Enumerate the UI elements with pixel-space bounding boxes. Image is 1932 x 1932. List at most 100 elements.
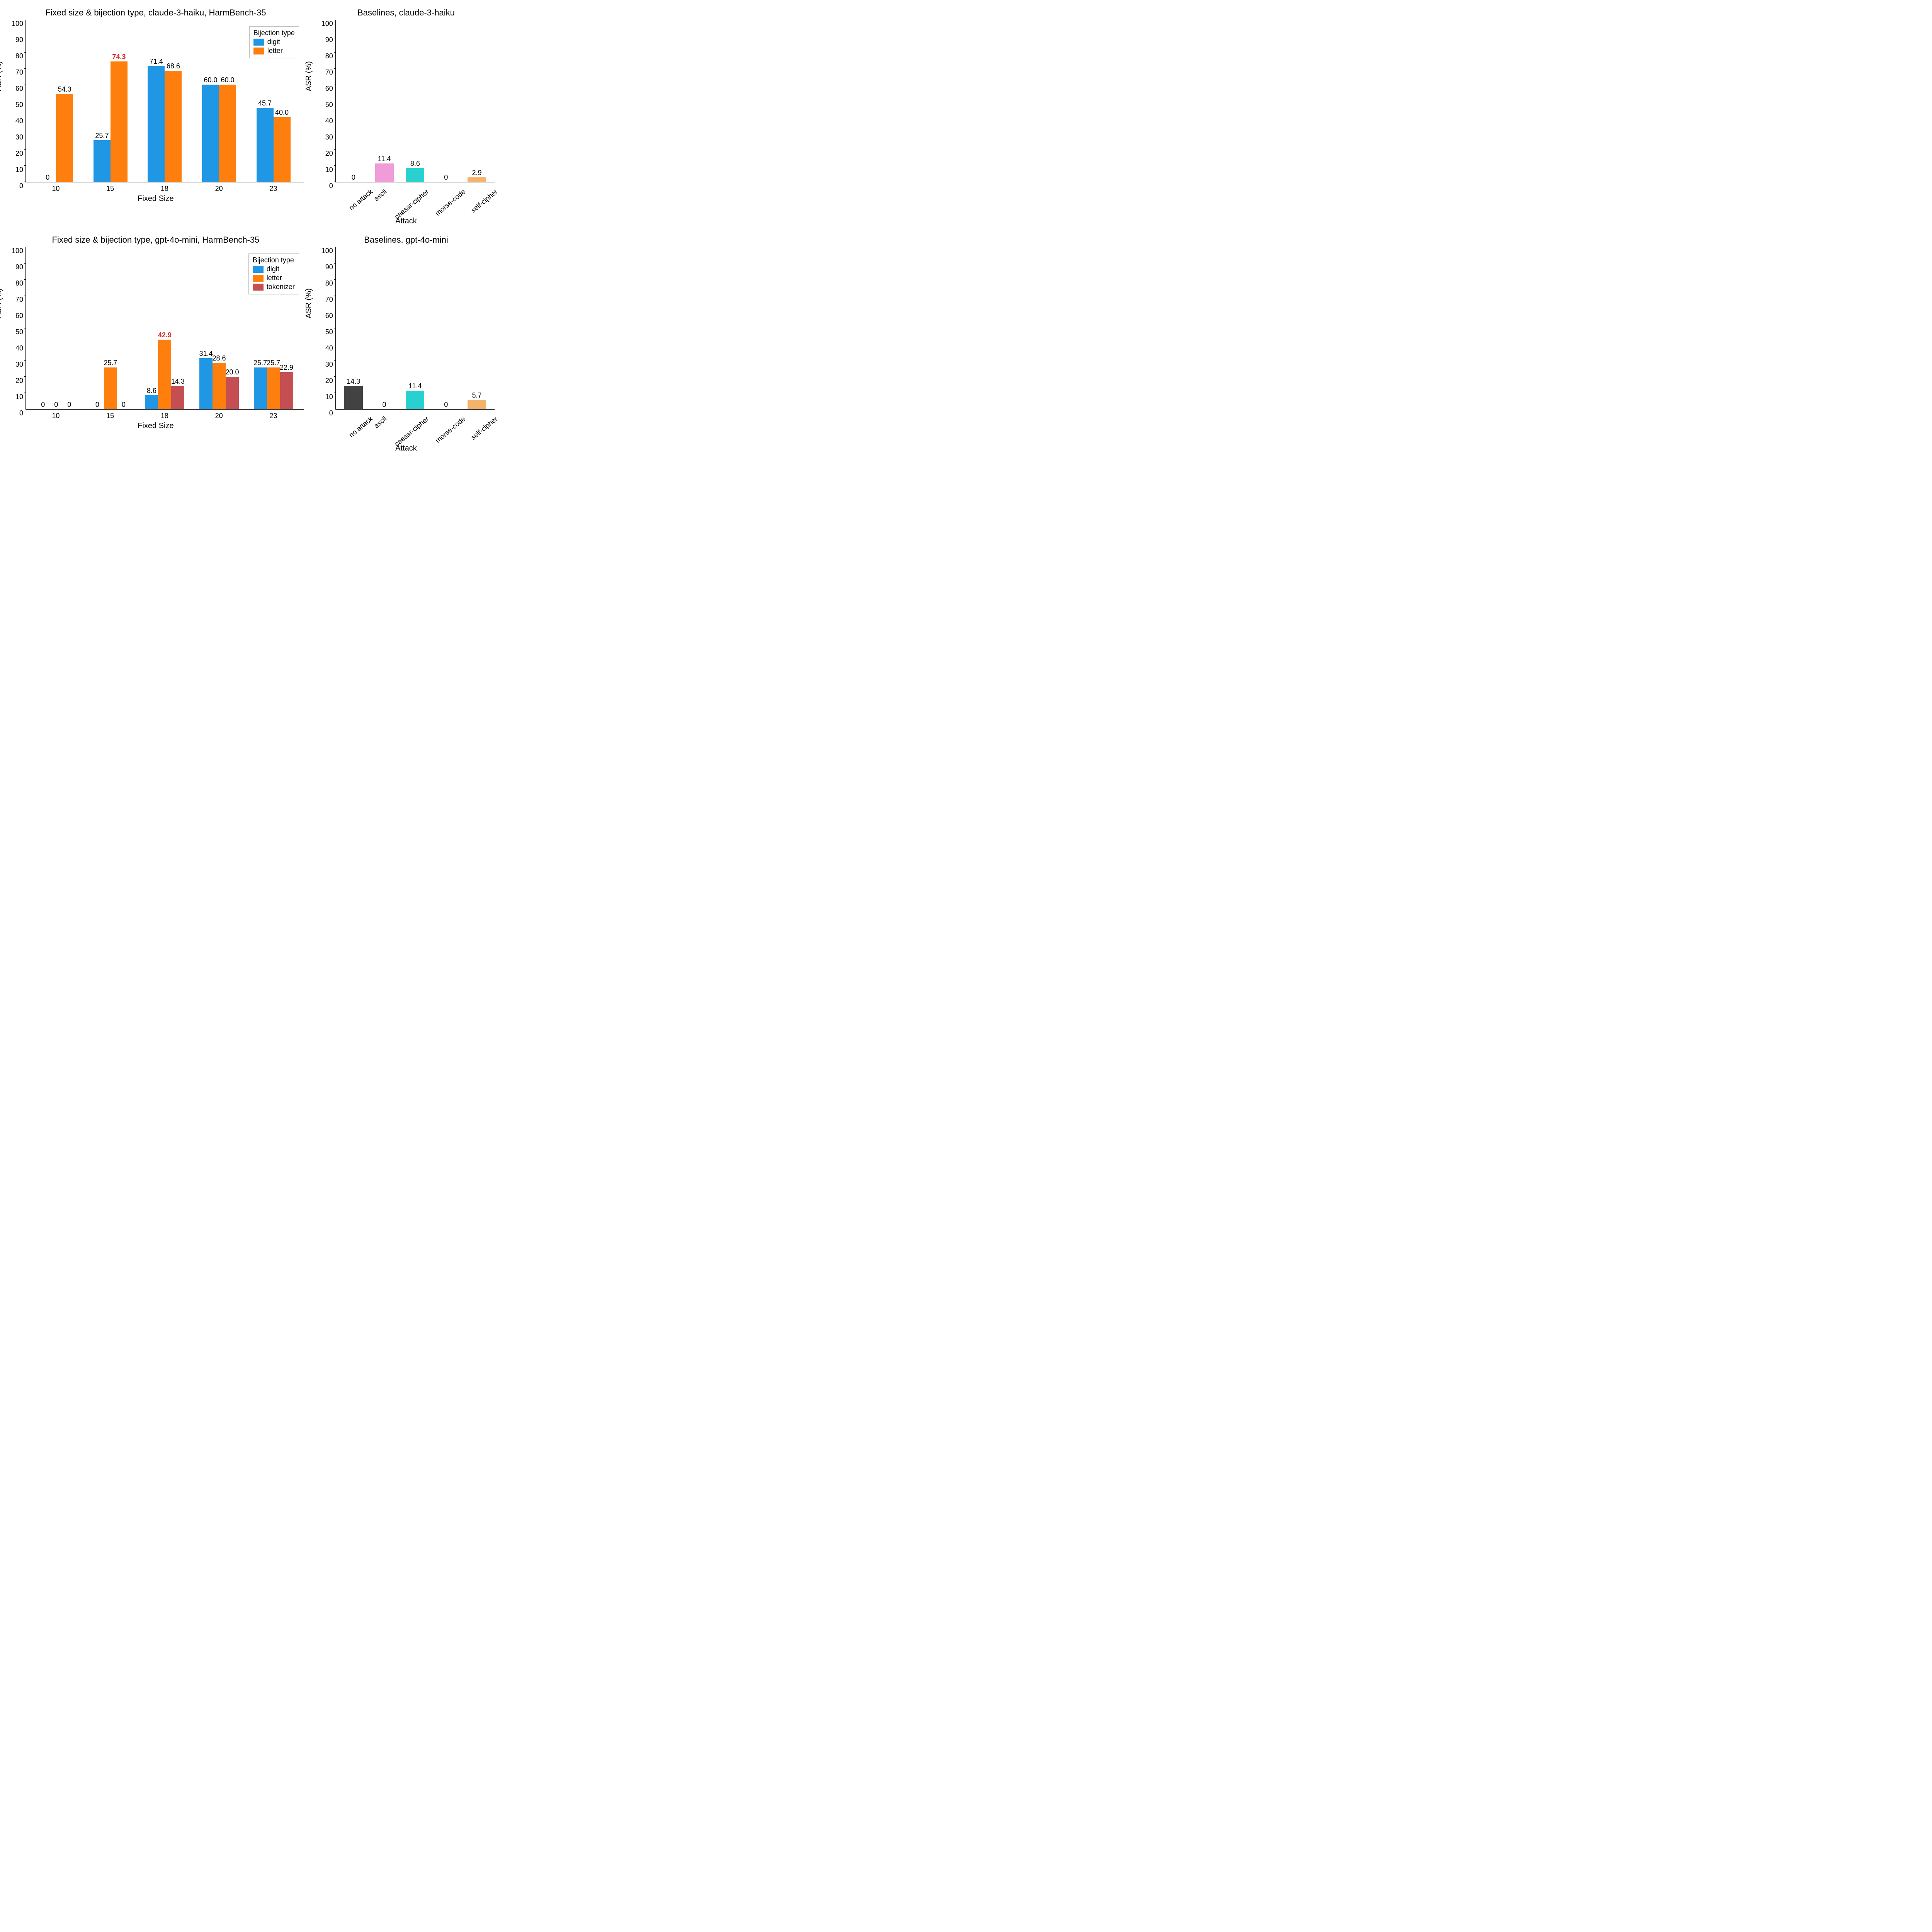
legend-label: tokenizer bbox=[267, 283, 295, 291]
y-axis-label: ASR (%) bbox=[304, 288, 313, 318]
bar-value-label: 14.3 bbox=[171, 378, 185, 386]
x-tick-label: no attack bbox=[345, 185, 374, 212]
plot-area: Bijection typedigitletter 054.325.774.37… bbox=[26, 20, 304, 182]
chart-title: Fixed size & bijection type, claude-3-ha… bbox=[8, 8, 304, 18]
bar-group: 25.774.3 bbox=[94, 61, 128, 182]
bar-value-label: 0 bbox=[95, 401, 99, 409]
x-tick-label: 18 bbox=[161, 412, 168, 420]
bar: 5.7 bbox=[468, 400, 486, 409]
x-axis: no attackasciicaesar-ciphermorse-codesel… bbox=[335, 182, 495, 197]
legend-swatch bbox=[253, 48, 264, 54]
bar-value-label: 42.9 bbox=[158, 331, 172, 339]
legend-item: letter bbox=[253, 274, 295, 282]
legend: Bijection typedigitlettertokenizer bbox=[248, 253, 299, 294]
y-tick-mark bbox=[24, 360, 26, 361]
x-axis: 10 15 18 20 23 bbox=[26, 410, 304, 420]
bar-value-label: 0 bbox=[67, 401, 71, 409]
bar: 25.7 bbox=[267, 367, 280, 409]
chart-body: ASR (%) 1009080706050403020100 14.3011.4… bbox=[318, 247, 495, 410]
y-axis: 1009080706050403020100 bbox=[318, 247, 335, 410]
bar: 8.6 bbox=[406, 168, 424, 182]
x-axis: 1015182023 bbox=[26, 182, 304, 193]
bar: 60.0 bbox=[219, 85, 236, 182]
bar-value-label: 71.4 bbox=[150, 58, 163, 66]
x-tick-label: 20 bbox=[215, 412, 223, 420]
x-tick-label: 15 bbox=[106, 185, 114, 193]
y-tick-mark bbox=[24, 149, 26, 150]
bar: 14.3 bbox=[344, 386, 363, 409]
bar-value-label: 11.4 bbox=[409, 382, 422, 390]
panel-bottom-right: Baselines, gpt-4o-mini ASR (%) 100908070… bbox=[318, 235, 495, 453]
bar-value-label: 40.0 bbox=[275, 109, 289, 117]
bar-value-label: 0 bbox=[444, 401, 448, 409]
chart-body: ASR (%) 1009080706050403020100 011.48.60… bbox=[318, 20, 495, 182]
y-tick-mark bbox=[334, 263, 336, 264]
bar-value-label: 2.9 bbox=[472, 169, 482, 177]
bar-value-label: 0 bbox=[54, 401, 58, 409]
x-tick-label: self-cipher bbox=[467, 185, 499, 214]
legend-item: digit bbox=[253, 38, 295, 46]
legend-label: digit bbox=[267, 38, 280, 46]
x-tick-label: morse-code bbox=[431, 185, 467, 218]
x-axis-label: Attack bbox=[318, 444, 495, 453]
bar: 28.6 bbox=[213, 363, 226, 409]
bar-value-label: 11.4 bbox=[378, 155, 391, 163]
x-tick-label: 10 bbox=[52, 412, 60, 420]
bar-value-label: 25.7 bbox=[253, 359, 267, 367]
legend-swatch bbox=[253, 275, 264, 282]
x-tick-label: caesar-cipher bbox=[390, 412, 430, 448]
legend-swatch bbox=[253, 284, 264, 291]
bar: 60.0 bbox=[202, 85, 219, 182]
y-tick-mark bbox=[334, 165, 336, 166]
bar-group: 45.740.0 bbox=[257, 108, 291, 182]
bar: 42.9 bbox=[158, 340, 171, 409]
bar-value-label: 5.7 bbox=[472, 391, 482, 400]
panel-top-left: Fixed size & bijection type, claude-3-ha… bbox=[8, 8, 304, 226]
y-tick-mark bbox=[334, 52, 336, 53]
bar-value-label: 45.7 bbox=[258, 99, 272, 107]
y-tick-mark bbox=[24, 279, 26, 280]
bar-value-label: 0 bbox=[444, 173, 448, 182]
bar-group: 054.3 bbox=[39, 94, 73, 182]
panel-top-right: Baselines, claude-3-haiku ASR (%) 100908… bbox=[318, 8, 495, 226]
chart-body: ASR (%) 1009080706050403020100 Bijection… bbox=[8, 247, 304, 410]
y-axis: 1009080706050403020100 bbox=[8, 20, 26, 182]
y-tick-mark bbox=[334, 360, 336, 361]
y-tick-mark bbox=[24, 263, 26, 264]
x-tick-label: 23 bbox=[269, 412, 277, 420]
bar-value-label: 25.7 bbox=[95, 132, 109, 140]
legend-item: letter bbox=[253, 47, 295, 55]
bar-value-label: 54.3 bbox=[58, 85, 71, 94]
bar-value-label: 8.6 bbox=[410, 160, 420, 168]
plot-area: 011.48.602.9 bbox=[335, 20, 495, 182]
y-tick-mark bbox=[334, 149, 336, 150]
x-tick-label: 10 bbox=[52, 185, 60, 193]
bar-value-label: 28.6 bbox=[212, 354, 226, 362]
bar: 25.7 bbox=[94, 140, 111, 182]
x-tick-label: self-cipher bbox=[467, 412, 499, 442]
bar: 68.6 bbox=[165, 71, 182, 182]
bar-value-label: 74.3 bbox=[112, 53, 126, 61]
x-tick-label: 20 bbox=[215, 185, 223, 193]
y-tick-mark bbox=[24, 68, 26, 69]
x-tick-label: no attack bbox=[345, 412, 374, 439]
bar: 31.4 bbox=[199, 358, 213, 409]
figure-grid: Fixed size & bijection type, claude-3-ha… bbox=[8, 8, 495, 417]
bar: 11.4 bbox=[375, 163, 394, 182]
bar-value-label: 22.9 bbox=[280, 364, 293, 372]
bar: 8.6 bbox=[145, 395, 158, 409]
bar: 45.7 bbox=[257, 108, 274, 182]
legend-item: digit bbox=[253, 265, 295, 273]
bars-container: 14.3 0 11.4 0 5.7 bbox=[336, 247, 495, 409]
x-tick-label: 15 bbox=[106, 412, 114, 420]
bar: 54.3 bbox=[56, 94, 73, 182]
chart-title: Baselines, gpt-4o-mini bbox=[318, 235, 495, 245]
bar: 40.0 bbox=[274, 117, 291, 182]
y-tick-mark bbox=[24, 165, 26, 166]
x-tick-label: morse-code bbox=[431, 412, 467, 445]
chart-body: ASR (%) 1009080706050403020100 Bijection… bbox=[8, 20, 304, 182]
bar-value-label: 0 bbox=[383, 401, 386, 409]
bar-group: 8.642.914.3 bbox=[145, 340, 184, 409]
bar-value-label: 0 bbox=[41, 401, 45, 409]
bar-group: 25.725.722.9 bbox=[254, 367, 293, 409]
